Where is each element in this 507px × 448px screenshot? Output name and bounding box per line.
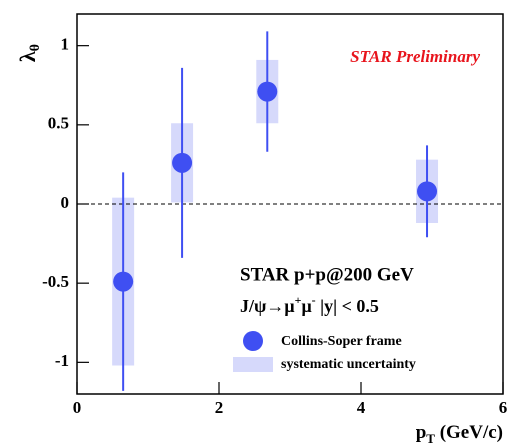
text-part: + [295,293,302,307]
y-tick-label: -0.5 [42,272,69,291]
legend-marker [243,331,263,351]
y-tick-label: 0 [61,193,70,212]
text-part: μ [301,296,311,316]
y-tick-label: 0.5 [48,114,69,133]
x-tick-label: 0 [73,398,82,417]
point [172,152,193,173]
y-axis-label: λθ [15,44,43,62]
text-part: θ [28,44,43,51]
point [113,271,134,292]
point [257,81,278,102]
text-part: J/ψ→μ [240,296,295,316]
point [417,181,438,202]
legend-label: Collins-Soper frame [281,334,402,349]
text-part: p [416,422,427,443]
system-label: STAR p+p@200 GeV [240,264,414,285]
text-part: λ [15,51,40,62]
text-part: (GeV/c) [435,422,503,443]
x-tick-label: 2 [215,398,224,417]
text-part: |y| < 0.5 [316,296,379,316]
y-tick-label: 1 [61,35,70,54]
x-axis-label: pT (GeV/c) [416,422,503,446]
selection-label: J/ψ→μ+μ- |y| < 0.5 [240,293,379,316]
x-tick-label: 6 [499,398,507,417]
legend-label: systematic uncertainty [281,357,416,372]
text-part: T [426,431,435,446]
y-tick-label: -1 [55,351,69,370]
legend-box [233,357,273,372]
text-part: - [312,293,316,307]
annotation: STAR Preliminary [350,47,480,66]
x-tick-label: 4 [357,398,366,417]
